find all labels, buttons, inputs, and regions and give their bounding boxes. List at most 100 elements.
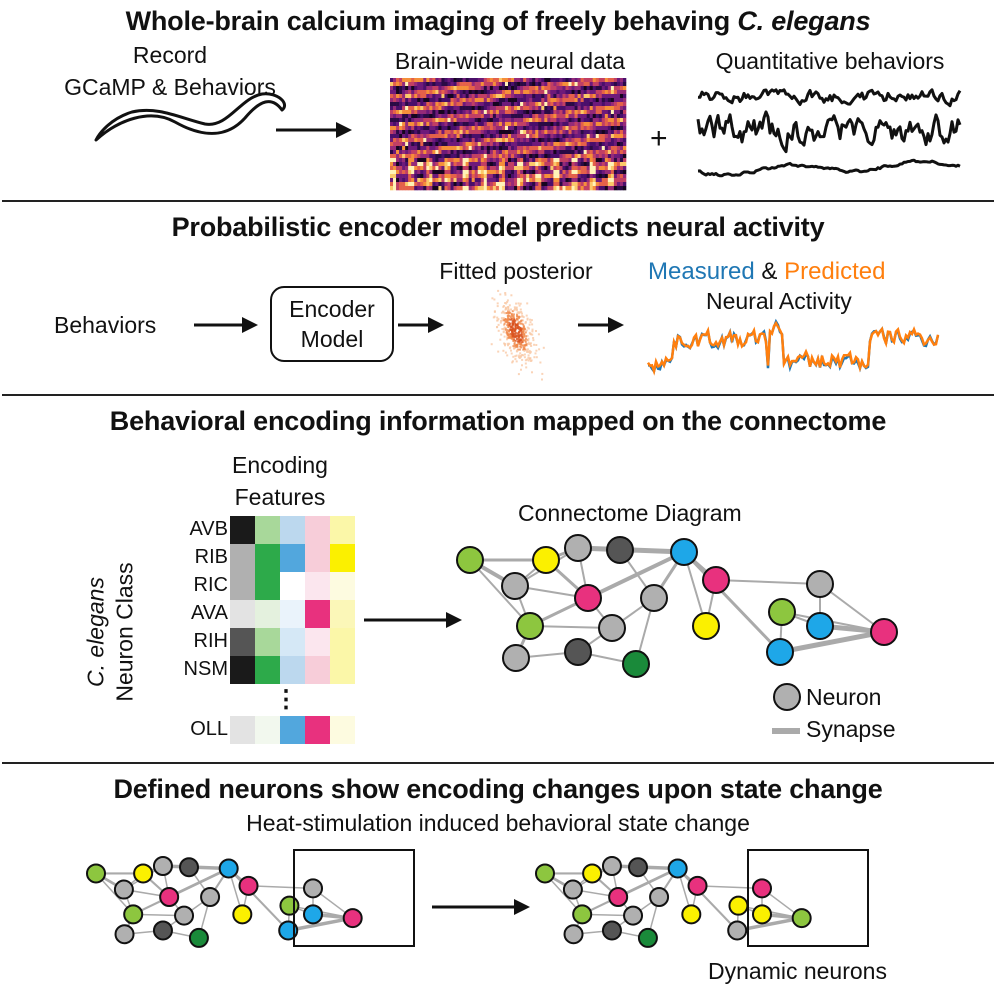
encoder-label-line1: Encoder	[289, 296, 375, 322]
neuron-node	[516, 612, 544, 640]
feature-cell	[330, 600, 355, 628]
neuron-node	[123, 904, 144, 925]
neuron-node	[608, 887, 629, 907]
neuron-node	[727, 920, 748, 941]
feature-cell	[230, 600, 255, 628]
neuron-node	[179, 857, 199, 878]
behavior-traces	[696, 88, 962, 178]
neuron-node	[601, 920, 622, 941]
neuron-node	[766, 638, 794, 666]
feature-cell	[230, 544, 255, 572]
feature-cell	[280, 628, 305, 656]
neuron-node	[667, 858, 688, 879]
feature-cell	[305, 600, 330, 628]
feature-cell	[305, 544, 330, 572]
panel1-title-species: C. elegans	[737, 6, 871, 36]
panel2-title: Probabilistic encoder model predicts neu…	[171, 212, 825, 242]
arrow-record-to-neural	[276, 122, 352, 138]
neuron-label-rih: RIH	[193, 630, 228, 652]
connectome-label: Connectome Diagram	[518, 500, 742, 526]
neuron-node	[456, 546, 484, 574]
dynamic-box-before	[293, 849, 415, 947]
neuron-node	[562, 879, 583, 900]
neuron-label-ric: RIC	[193, 574, 228, 596]
synapse	[469, 559, 531, 627]
feature-cell	[230, 628, 255, 656]
feature-cell	[255, 600, 280, 628]
feature-cell	[280, 656, 305, 684]
record-label-line2: GCaMP & Behaviors	[64, 74, 276, 100]
synapse	[779, 629, 885, 655]
feature-cell	[255, 656, 280, 684]
neuron-node	[86, 863, 106, 884]
neuron-node	[114, 924, 135, 945]
feature-cell	[280, 544, 305, 572]
dynamic-box-after	[747, 849, 869, 947]
feature-cell	[330, 628, 355, 656]
neuron-node	[623, 905, 644, 926]
feature-cell	[255, 516, 280, 544]
neuron-node	[218, 858, 239, 879]
feature-cell	[280, 516, 305, 544]
posterior-cloud	[490, 289, 545, 381]
synapse	[682, 550, 782, 654]
neuron-node	[601, 856, 622, 876]
panel2-arrows	[194, 317, 624, 333]
behaviors-input-label: Behaviors	[54, 312, 157, 338]
feature-cell	[230, 516, 255, 544]
posterior-label: Fitted posterior	[439, 258, 593, 284]
neuron-node	[791, 908, 812, 929]
feature-cell	[305, 516, 330, 544]
neuron-node	[563, 924, 584, 945]
synapse	[227, 867, 289, 932]
neuron-node	[535, 863, 555, 884]
panel4-subtitle: Heat-stimulation induced behavioral stat…	[246, 810, 750, 836]
neuron-node	[303, 904, 323, 925]
dynamic-neurons-label: Dynamic neurons	[708, 958, 887, 984]
synapse	[617, 867, 679, 899]
neuron-node	[342, 908, 363, 929]
neuron-label-ava: AVA	[190, 602, 228, 624]
neural-data-label: Brain-wide neural data	[394, 48, 626, 74]
neuron-node	[681, 904, 702, 925]
panel1-title-main: Whole-brain calcium imaging of freely be…	[125, 6, 738, 36]
neuron-node	[232, 904, 253, 925]
neuron-node	[582, 863, 603, 884]
feature-cell	[280, 600, 305, 628]
neuron-node	[606, 536, 634, 564]
predicted-label: Predicted	[784, 258, 886, 285]
feature-cell	[255, 716, 280, 744]
divider-2	[2, 394, 994, 396]
neuron-node	[564, 534, 592, 562]
features-label-line2: Features	[234, 484, 326, 510]
feature-cell	[330, 544, 355, 572]
neuron-node	[532, 546, 560, 574]
neuron-label-nsm: NSM	[183, 658, 228, 680]
neuron-node	[238, 875, 259, 896]
neuron-node	[572, 904, 593, 925]
arrow-grid-to-connectome	[364, 612, 462, 628]
synapse	[168, 867, 230, 899]
neuron-node	[806, 570, 834, 598]
encoder-label-line2: Model	[300, 326, 364, 352]
feature-cell	[330, 516, 355, 544]
feature-cell	[280, 572, 305, 600]
synapse	[697, 885, 763, 890]
neuron-node	[702, 566, 730, 594]
panel4-title: Defined neurons show encoding changes up…	[113, 774, 883, 804]
record-label-line1: Record	[132, 42, 208, 68]
synapse	[587, 550, 685, 600]
panel3-title: Behavioral encoding information mapped o…	[109, 406, 887, 436]
features-label-line1: Encoding	[232, 452, 328, 478]
neuron-node	[687, 875, 708, 896]
synapse	[676, 867, 738, 932]
ellipsis-label: ⋮	[274, 686, 298, 713]
feature-cell	[230, 716, 255, 744]
worm-outline	[94, 92, 286, 142]
synapse	[248, 885, 314, 890]
neuron-node	[133, 863, 154, 884]
